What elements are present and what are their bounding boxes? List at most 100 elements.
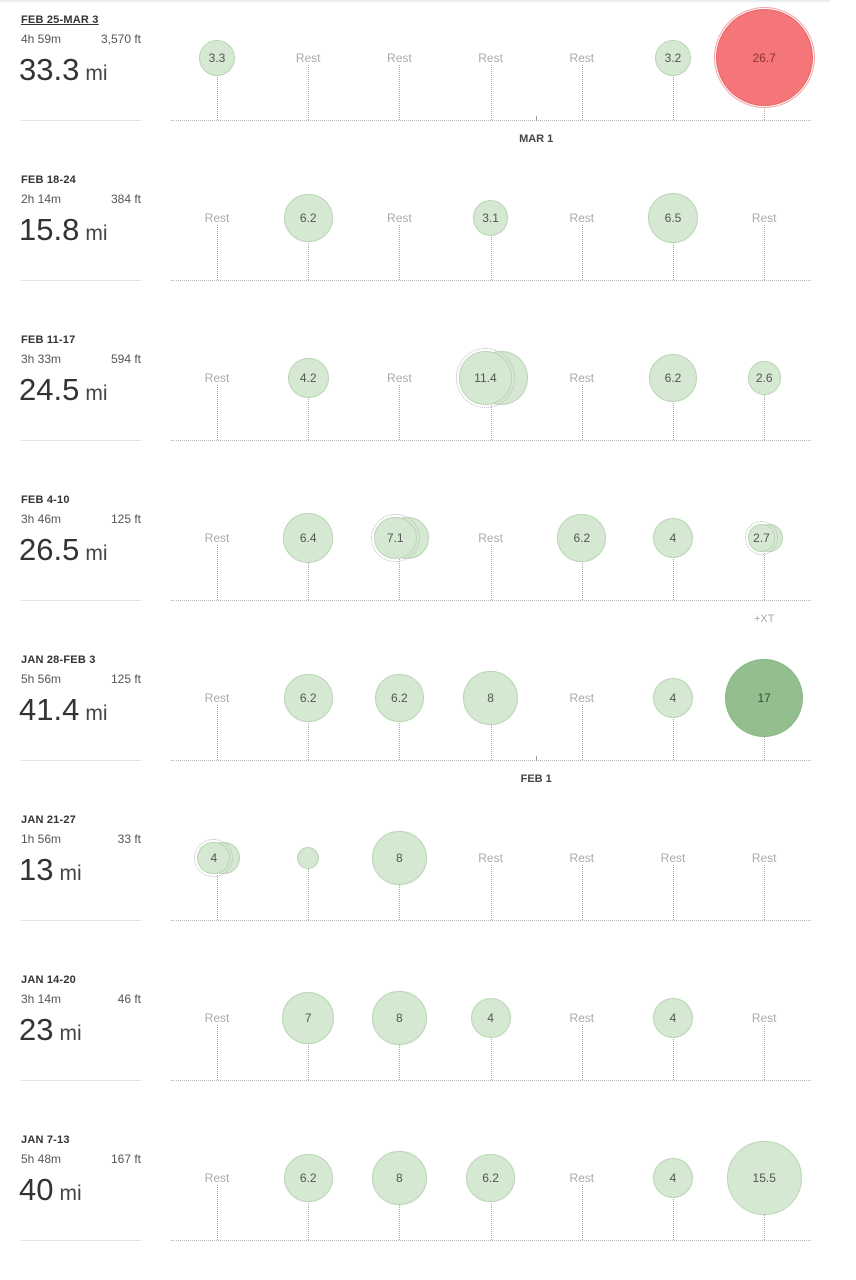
run-bubble[interactable]: 4 — [653, 1158, 693, 1198]
day-stem — [581, 58, 583, 120]
week-label[interactable]: FEB 4-10 — [21, 494, 70, 506]
week-label[interactable]: JAN 14-20 — [21, 974, 76, 986]
run-distance-label: 8 — [396, 1170, 403, 1185]
run-distance-label: 7 — [304, 1010, 312, 1025]
week-separator — [21, 760, 141, 761]
day-stem — [673, 1018, 674, 1080]
week-duration: 3h 14m — [21, 992, 62, 1006]
run-bubble[interactable]: 8 — [371, 990, 427, 1046]
run-bubble[interactable]: 6.2 — [283, 193, 333, 243]
week-duration: 2h 14m — [21, 192, 62, 206]
run-bubble[interactable] — [297, 847, 320, 869]
week-distance-value: 13 — [19, 852, 54, 887]
run-bubble[interactable]: 6.5 — [648, 193, 698, 243]
run-bubble[interactable]: 3.2 — [654, 39, 692, 77]
distance-unit: mi — [59, 862, 82, 885]
run-bubble[interactable]: 8 — [463, 670, 519, 726]
week-elevation: 46 ft — [117, 992, 141, 1006]
run-distance-label: 4 — [669, 691, 677, 705]
rest-day-label: Rest — [460, 851, 521, 865]
run-bubble[interactable]: 4.2 — [287, 357, 329, 399]
week-distance-value: 24.5 — [19, 372, 80, 407]
week-elevation: 384 ft — [110, 192, 141, 206]
week-label[interactable]: FEB 25-MAR 3 — [21, 14, 99, 26]
week-distance: 26.5 mi — [19, 532, 108, 568]
rest-day-label: Rest — [551, 1011, 612, 1025]
week-distance-value: 33.3 — [19, 52, 80, 87]
day-stem — [673, 1178, 674, 1240]
weekly-training-log: FEB 25-MAR 3 4h 59m 3,570 ft 33.3 mi 3.3 Rest R… — [0, 9, 856, 1241]
run-bubble[interactable]: 6.4 — [283, 513, 333, 563]
run-distance-label: 6.2 — [299, 690, 317, 705]
run-bubble[interactable]: 8 — [371, 1150, 427, 1206]
week-label[interactable]: JAN 7-13 — [21, 1134, 70, 1146]
run-bubble[interactable]: 4 — [194, 838, 233, 878]
week-distance-value: 41.4 — [19, 692, 80, 727]
rest-day-label: Rest — [187, 691, 247, 705]
day-stem — [217, 1178, 218, 1240]
run-bubble[interactable]: 7 — [282, 992, 334, 1044]
run-bubble[interactable]: 3.3 — [198, 39, 236, 77]
distance-unit: mi — [85, 382, 108, 405]
distance-unit: mi — [85, 702, 108, 725]
run-bubble[interactable]: 4 — [653, 998, 693, 1038]
run-bubble[interactable]: 11.4 — [455, 348, 516, 408]
week-label[interactable]: JAN 21-27 — [21, 814, 76, 826]
run-bubble[interactable]: 2.7 — [744, 521, 778, 555]
rest-day-label: Rest — [187, 211, 247, 225]
day-stem — [581, 378, 583, 440]
run-bubble[interactable]: 4 — [470, 998, 511, 1038]
run-bubble[interactable]: 26.7 — [715, 9, 813, 107]
run-bubble[interactable]: 6.2 — [648, 353, 698, 403]
week-label[interactable]: FEB 11-17 — [21, 334, 76, 346]
day-stem — [581, 218, 583, 280]
run-distance-label: 6.2 — [299, 210, 317, 225]
run-bubble[interactable]: 6.2 — [374, 673, 424, 723]
week-row: JAN 14-20 3h 14m 46 ft 23 mi Rest 7 8 4 Rest 4 Rest — [0, 960, 856, 1120]
rest-day-label: Rest — [734, 851, 795, 865]
day-stem — [673, 218, 674, 280]
rest-day-label: Rest — [369, 51, 430, 65]
run-bubble[interactable]: 4 — [653, 518, 693, 558]
run-distance-label: 6.2 — [299, 1170, 317, 1185]
run-bubble[interactable]: 8 — [371, 830, 427, 886]
run-bubble[interactable]: 6.2 — [466, 1153, 515, 1203]
week-baseline — [171, 1080, 811, 1081]
run-bubble[interactable]: 7.1 — [370, 513, 420, 562]
day-stem — [764, 378, 766, 440]
week-baseline — [171, 280, 811, 281]
run-bubble[interactable]: 6.2 — [283, 1153, 333, 1203]
day-stem — [764, 1018, 766, 1080]
rest-day-label: Rest — [187, 1171, 247, 1185]
week-distance-value: 15.8 — [19, 212, 80, 247]
run-bubble[interactable]: 2.6 — [747, 361, 781, 395]
week-elevation: 33 ft — [117, 832, 141, 846]
week-duration: 5h 48m — [21, 1152, 62, 1166]
run-bubble[interactable]: 17 — [725, 658, 804, 738]
week-label[interactable]: JAN 28-FEB 3 — [21, 654, 96, 666]
day-stem — [308, 1178, 310, 1240]
week-distance: 24.5 mi — [19, 372, 108, 408]
day-stem — [673, 58, 674, 120]
run-bubble[interactable]: 4 — [653, 678, 693, 718]
run-distance-label: 6.5 — [664, 210, 682, 225]
day-stem — [217, 858, 218, 920]
run-distance-label: 4 — [669, 1011, 677, 1025]
run-bubble[interactable]: 6.2 — [557, 513, 607, 563]
run-distance-label: 4 — [210, 850, 218, 865]
run-bubble[interactable]: 6.2 — [283, 673, 333, 723]
rest-day-label: Rest — [734, 1011, 795, 1025]
week-separator — [21, 440, 141, 441]
week-elevation: 125 ft — [110, 512, 141, 526]
run-bubble[interactable]: 15.5 — [726, 1140, 802, 1216]
run-distance-label: 17 — [757, 690, 771, 705]
run-distance-label: 8 — [396, 1010, 403, 1025]
day-stem — [673, 858, 674, 920]
run-distance-label: 11.4 — [474, 370, 497, 385]
week-label[interactable]: FEB 18-24 — [21, 174, 76, 186]
run-bubble[interactable]: 3.1 — [472, 200, 509, 236]
day-stem — [308, 218, 310, 280]
week-elevation: 125 ft — [110, 672, 141, 686]
week-duration: 5h 56m — [21, 672, 62, 686]
week-duration: 3h 46m — [21, 512, 62, 526]
